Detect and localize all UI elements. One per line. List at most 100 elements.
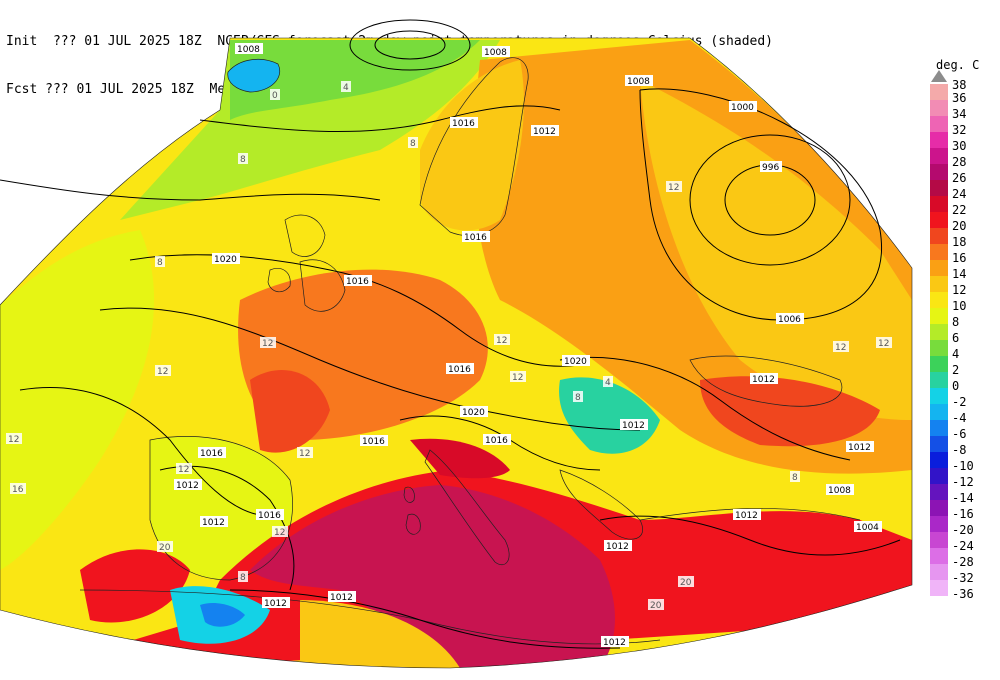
dewpoint-label-bg <box>260 337 276 348</box>
isobar-label-bg <box>601 636 629 647</box>
field-russia <box>640 80 912 420</box>
legend-swatch <box>930 532 948 548</box>
legend-entry: 14 <box>930 260 1000 280</box>
isobar-label: 1012 <box>752 375 775 385</box>
legend-swatch <box>930 356 948 372</box>
isobar-label-bg <box>733 509 761 520</box>
dewpoint-label-bg <box>176 463 192 474</box>
dewpoint-label: 8 <box>575 393 581 403</box>
legend-swatch <box>930 84 948 100</box>
legend-swatch <box>930 196 948 212</box>
isobar-label-bg <box>460 406 488 417</box>
dewpoint-label-bg <box>573 391 583 402</box>
isobar-label: 1008 <box>237 45 260 55</box>
legend-swatch <box>930 324 948 340</box>
isobar-label-bg <box>562 355 590 366</box>
isobar-label: 1008 <box>828 486 851 496</box>
dewpoint-label-bg <box>272 526 288 537</box>
legend-entry: 10 <box>930 292 1000 312</box>
legend-swatch <box>930 420 948 436</box>
isobar-label-bg <box>360 435 388 446</box>
isobar-1020 <box>99 307 641 431</box>
coast-italy <box>424 449 510 566</box>
legend-label: -16 <box>952 507 974 521</box>
isobar-label: 996 <box>762 163 779 173</box>
field-balkans-cool <box>559 377 660 454</box>
dewpoint-label: 12 <box>299 449 310 459</box>
coast-north-africa <box>79 589 661 645</box>
dewpoint-label-bg <box>10 483 26 494</box>
legend-label: -2 <box>952 395 967 409</box>
dewpoint-label-bg <box>603 376 613 387</box>
legend-label: 20 <box>952 219 967 233</box>
coast-greece <box>559 469 643 540</box>
legend-label: -36 <box>952 587 974 601</box>
dewpoint-label: 8 <box>240 155 246 165</box>
isobar-label-bg <box>483 434 511 445</box>
isobar-label-bg <box>235 43 263 54</box>
isobar-label-bg <box>604 540 632 551</box>
isobar-west <box>19 387 261 516</box>
legend-entry: -24 <box>930 532 1000 552</box>
field-iceland <box>227 59 280 92</box>
dewpoint-label-bg <box>341 81 351 92</box>
isobar-labels: 1008 1008 1016 1012 1000 996 1020 1016 1016 1016 1… <box>174 43 882 648</box>
legend-entry: 30 <box>930 132 1000 152</box>
legend-swatch <box>930 340 948 356</box>
dewpoint-label: 20 <box>680 578 692 588</box>
legend-swatch <box>930 292 948 308</box>
isobar-label: 1016 <box>485 436 508 446</box>
legend-label: -8 <box>952 443 967 457</box>
legend-label: -6 <box>952 427 967 441</box>
isobar-label-bg <box>212 253 240 264</box>
dewpoint-label: 4 <box>343 83 349 93</box>
dewpoint-label: 8 <box>792 473 798 483</box>
legend-entry: -10 <box>930 452 1000 472</box>
legend-entry: -6 <box>930 420 1000 440</box>
legend-top-arrow-icon <box>931 70 947 82</box>
isobar-label-bg <box>625 75 653 86</box>
dewpoint-label-bg <box>494 334 510 345</box>
isobar-label: 1016 <box>464 233 487 243</box>
dewpoint-label: 12 <box>274 528 285 538</box>
field-atlas-dry <box>200 603 245 627</box>
isobar-label: 1006 <box>778 315 801 325</box>
isobar-east-1012 <box>559 356 851 461</box>
dewpoint-label: 12 <box>157 367 168 377</box>
isobar-label: 1012 <box>202 518 225 528</box>
legend-swatch <box>930 388 948 404</box>
isobar-low-north <box>349 19 471 71</box>
isobar-label: 1016 <box>362 437 385 447</box>
legend-entry: 8 <box>930 308 1000 328</box>
legend-swatch <box>930 244 948 260</box>
legend-swatch <box>930 164 948 180</box>
dewpoint-label-bg <box>790 471 800 482</box>
dewpoint-label-bg <box>666 181 682 192</box>
dewpoint-label-bg <box>297 447 313 458</box>
isobar-label-bg <box>174 479 202 490</box>
legend-swatch <box>930 484 948 500</box>
dewpoint-label: 12 <box>496 336 507 346</box>
dewpoint-label-bg <box>876 337 892 348</box>
isobar-label: 1012 <box>603 638 626 648</box>
legend-swatch <box>930 148 948 164</box>
isobar-label: 1016 <box>346 277 369 287</box>
dewpoint-label: 12 <box>8 435 19 445</box>
legend-swatch <box>930 372 948 388</box>
legend-label: 2 <box>952 363 960 377</box>
dewpoint-label: 4 <box>605 378 611 388</box>
field-black-sea <box>700 376 880 447</box>
legend-swatch <box>930 228 948 244</box>
isobar-label-bg <box>198 447 226 458</box>
isobar-atlantic-north <box>199 105 561 133</box>
legend-swatch <box>930 548 948 564</box>
isobar-label: 1020 <box>462 408 485 418</box>
field-med-core <box>250 485 615 668</box>
dewpoint-label-bg <box>270 89 280 100</box>
legend-swatch <box>930 100 948 116</box>
isobar-label: 1016 <box>200 449 223 459</box>
coast-ireland <box>267 268 291 293</box>
legend-entry: 24 <box>930 180 1000 200</box>
legend-swatch <box>930 580 948 596</box>
